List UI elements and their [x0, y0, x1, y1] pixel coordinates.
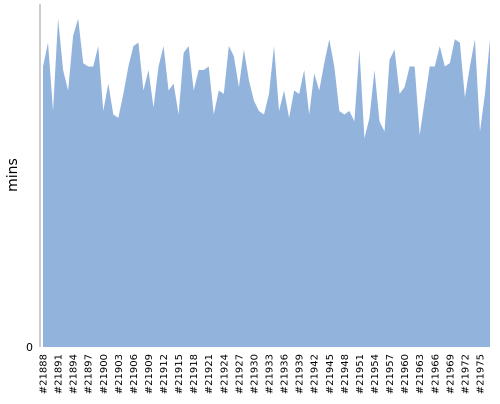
x-tick-label: #21957 [385, 354, 396, 394]
x-tick-label: #21921 [204, 354, 215, 394]
x-tick-label: #21972 [460, 354, 471, 394]
x-tick-label: #21954 [370, 354, 381, 394]
x-tick-label: #21900 [99, 354, 110, 394]
x-tick-label: #21939 [295, 354, 306, 394]
y-tick-label: 0 [26, 341, 33, 354]
x-tick-label: #21948 [340, 354, 351, 394]
x-tick-label: #21924 [219, 354, 230, 394]
x-tick-label: #21945 [325, 354, 336, 394]
x-tick-label: #21888 [39, 354, 50, 394]
x-tick-label: #21969 [445, 354, 456, 394]
x-tick-label: #21906 [129, 354, 140, 394]
x-tick-label: #21909 [144, 354, 155, 394]
x-tick-label: #21912 [159, 354, 170, 394]
x-tick-label: #21975 [475, 354, 486, 394]
x-tick-label: #21933 [265, 354, 276, 394]
x-tick-label: #21930 [249, 354, 260, 394]
x-tick-label: #21927 [234, 354, 245, 394]
x-tick-label: #21918 [189, 354, 200, 394]
x-tick-label: #21915 [174, 354, 185, 394]
x-tick-label: #21891 [54, 354, 65, 394]
x-tick-label: #21951 [355, 354, 366, 394]
x-tick-label: #21897 [84, 354, 95, 394]
x-tick-label: #21942 [310, 354, 321, 394]
x-tick-label: #21936 [280, 354, 291, 394]
area [43, 18, 490, 348]
x-tick-label: #21894 [69, 354, 80, 394]
x-tick-label: #21966 [430, 354, 441, 394]
x-tick-label: #21960 [400, 354, 411, 394]
x-tick-label: #21903 [114, 354, 125, 394]
x-tick-label: #21963 [415, 354, 426, 394]
y-axis-label: mins [5, 158, 21, 192]
